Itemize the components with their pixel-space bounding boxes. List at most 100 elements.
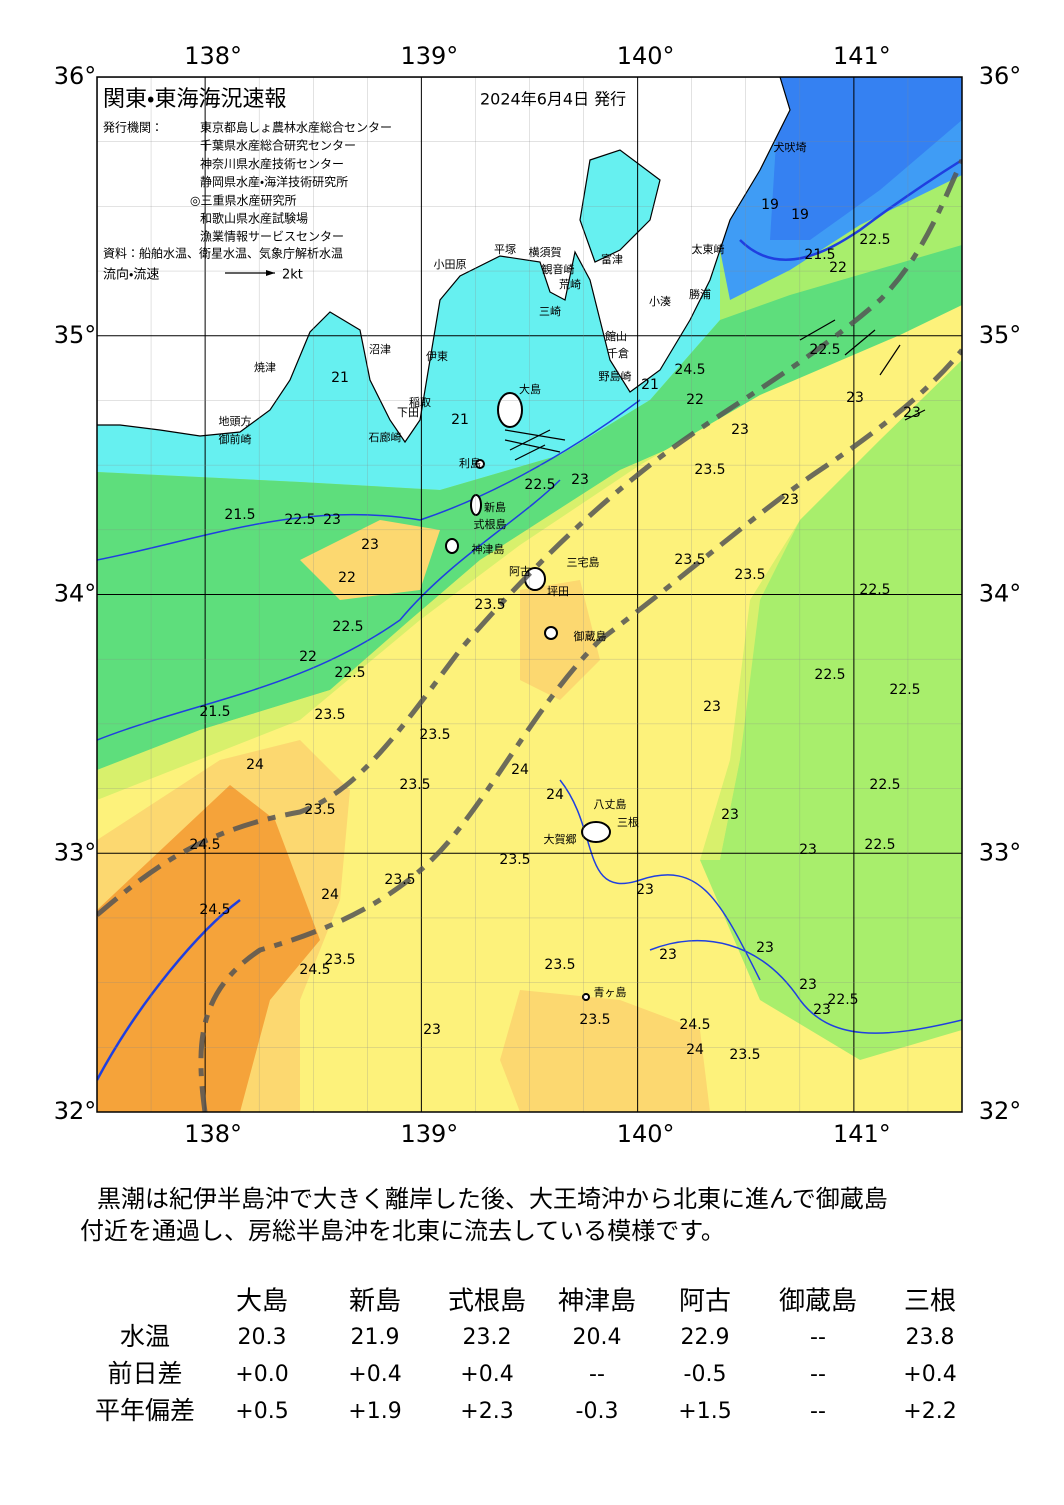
place-name: 横須賀 [529,245,562,259]
column-header: 式根島 [448,1287,526,1317]
cell: +0.0 [235,1362,288,1387]
place-name: 御前崎 [219,432,252,446]
island [582,993,590,1001]
contour-label: 23 [571,472,589,488]
cell: 22.9 [681,1325,730,1350]
place-name: 新島 [484,500,506,514]
contour-label: 22 [338,570,356,586]
contour-line [97,399,641,561]
cell: -- [810,1399,826,1424]
place-name: 館山 [605,330,627,343]
contour-label: 24.5 [674,362,705,378]
place-name: 坪田 [547,585,569,598]
island [475,459,485,469]
place-name: 犬吠埼 [774,140,807,154]
contour-label: 23.5 [419,727,450,743]
lon-label: 140° [617,42,675,70]
lon-label: 138° [184,42,242,70]
contour-label: 22 [299,649,317,665]
contour-label: 23 [323,512,341,528]
lat-label: 35° [979,321,1022,349]
summary-line: 付近を通過し、房総半島沖を北東に流去している模様です。 [80,1217,725,1245]
contour-label: 22.5 [859,232,890,248]
contour-label: 22.5 [814,667,845,683]
cell: +0.4 [348,1362,401,1387]
flow-scale: 2kt [282,268,303,283]
issuer: 千葉県水産総合研究センター [200,138,356,153]
contour-label: 23.5 [499,852,530,868]
column-header: 阿古 [679,1287,731,1317]
issuer: ◎三重県水産研究所 [190,193,296,207]
cell: +0.4 [460,1362,513,1387]
contour-label: 23.5 [579,1012,610,1028]
contour-label: 22.5 [332,619,363,635]
current-arrow [844,329,876,356]
cell: +2.2 [903,1399,956,1424]
zone-light-green-east [720,360,962,1050]
contour-label: 22.5 [859,582,890,598]
contour-label: 21.5 [224,507,255,523]
place-name: 荒崎 [559,277,581,291]
cell: +1.5 [678,1399,731,1424]
contour-label: 21.5 [199,704,230,720]
contour-label: 23 [756,940,774,956]
place-name: 三宅島 [567,555,600,569]
contour-label: 23 [423,1022,441,1038]
place-name: 平塚 [494,242,516,256]
flow-label: 流向・流速 [103,267,159,283]
lat-label: 33° [979,838,1022,866]
contour-label: 23 [813,1002,831,1018]
lat-label: 34° [54,580,97,608]
contour-label: 24 [246,757,264,773]
grid [97,77,962,1112]
coordinate-labels: 138° 138° 139° 139° 140° 140° 141° 141° 36° 36° 35… [54,42,1022,1148]
column-header: 神津島 [558,1287,636,1317]
cell: 21.9 [351,1325,400,1350]
island [581,821,611,843]
contour-label: 24 [546,787,564,803]
lon-label: 139° [400,1120,458,1148]
row-label: 前日差 [107,1359,182,1388]
current-arrow [879,344,901,376]
contour-label: 23.5 [734,567,765,583]
issuer-label: 発行機関： [103,121,163,135]
contour-label: 24 [321,887,339,903]
issuer: 静岡県水産・海洋技術研究所 [200,174,348,189]
place-name: 利島 [459,456,481,470]
place-name: 大賀郷 [544,832,577,846]
place-name: 八丈島 [594,797,627,811]
place-name: 式根島 [474,517,507,531]
lon-label: 139° [400,42,458,70]
place-name: 富津 [601,253,623,266]
column-header: 新島 [349,1287,401,1317]
issuer: 東京都島しょ農林水産総合センター [200,120,392,135]
row-label: 水温 [120,1322,170,1351]
place-name: 太東崎 [692,242,725,256]
contour-label: 23.5 [314,707,345,723]
island [497,392,523,428]
cell: +1.9 [348,1399,401,1424]
column-header: 大島 [236,1287,288,1317]
contour-label: 23 [361,537,379,553]
place-name: 大島 [519,382,541,396]
contour-label: 23.5 [384,872,415,888]
cell: -- [810,1362,826,1387]
issue-date: 2024年6月4日 発行 [480,90,626,109]
island [544,626,558,640]
cell: 23.2 [463,1325,512,1350]
contour-label: 19 [791,207,809,223]
lat-label: 36° [54,62,97,90]
contour-label: 24 [511,762,529,778]
title: 関東・東海海況速報 [103,87,286,112]
issuer: 漁業情報サービスセンター [200,230,344,244]
current-arrow [509,429,551,451]
contour-label: 22.5 [864,837,895,853]
cell: +0.5 [235,1399,288,1424]
kuroshio-edge [97,158,962,917]
lon-label: 141° [833,42,891,70]
contour-label: 22.5 [524,477,555,493]
kuroshio-axis [97,158,962,1112]
